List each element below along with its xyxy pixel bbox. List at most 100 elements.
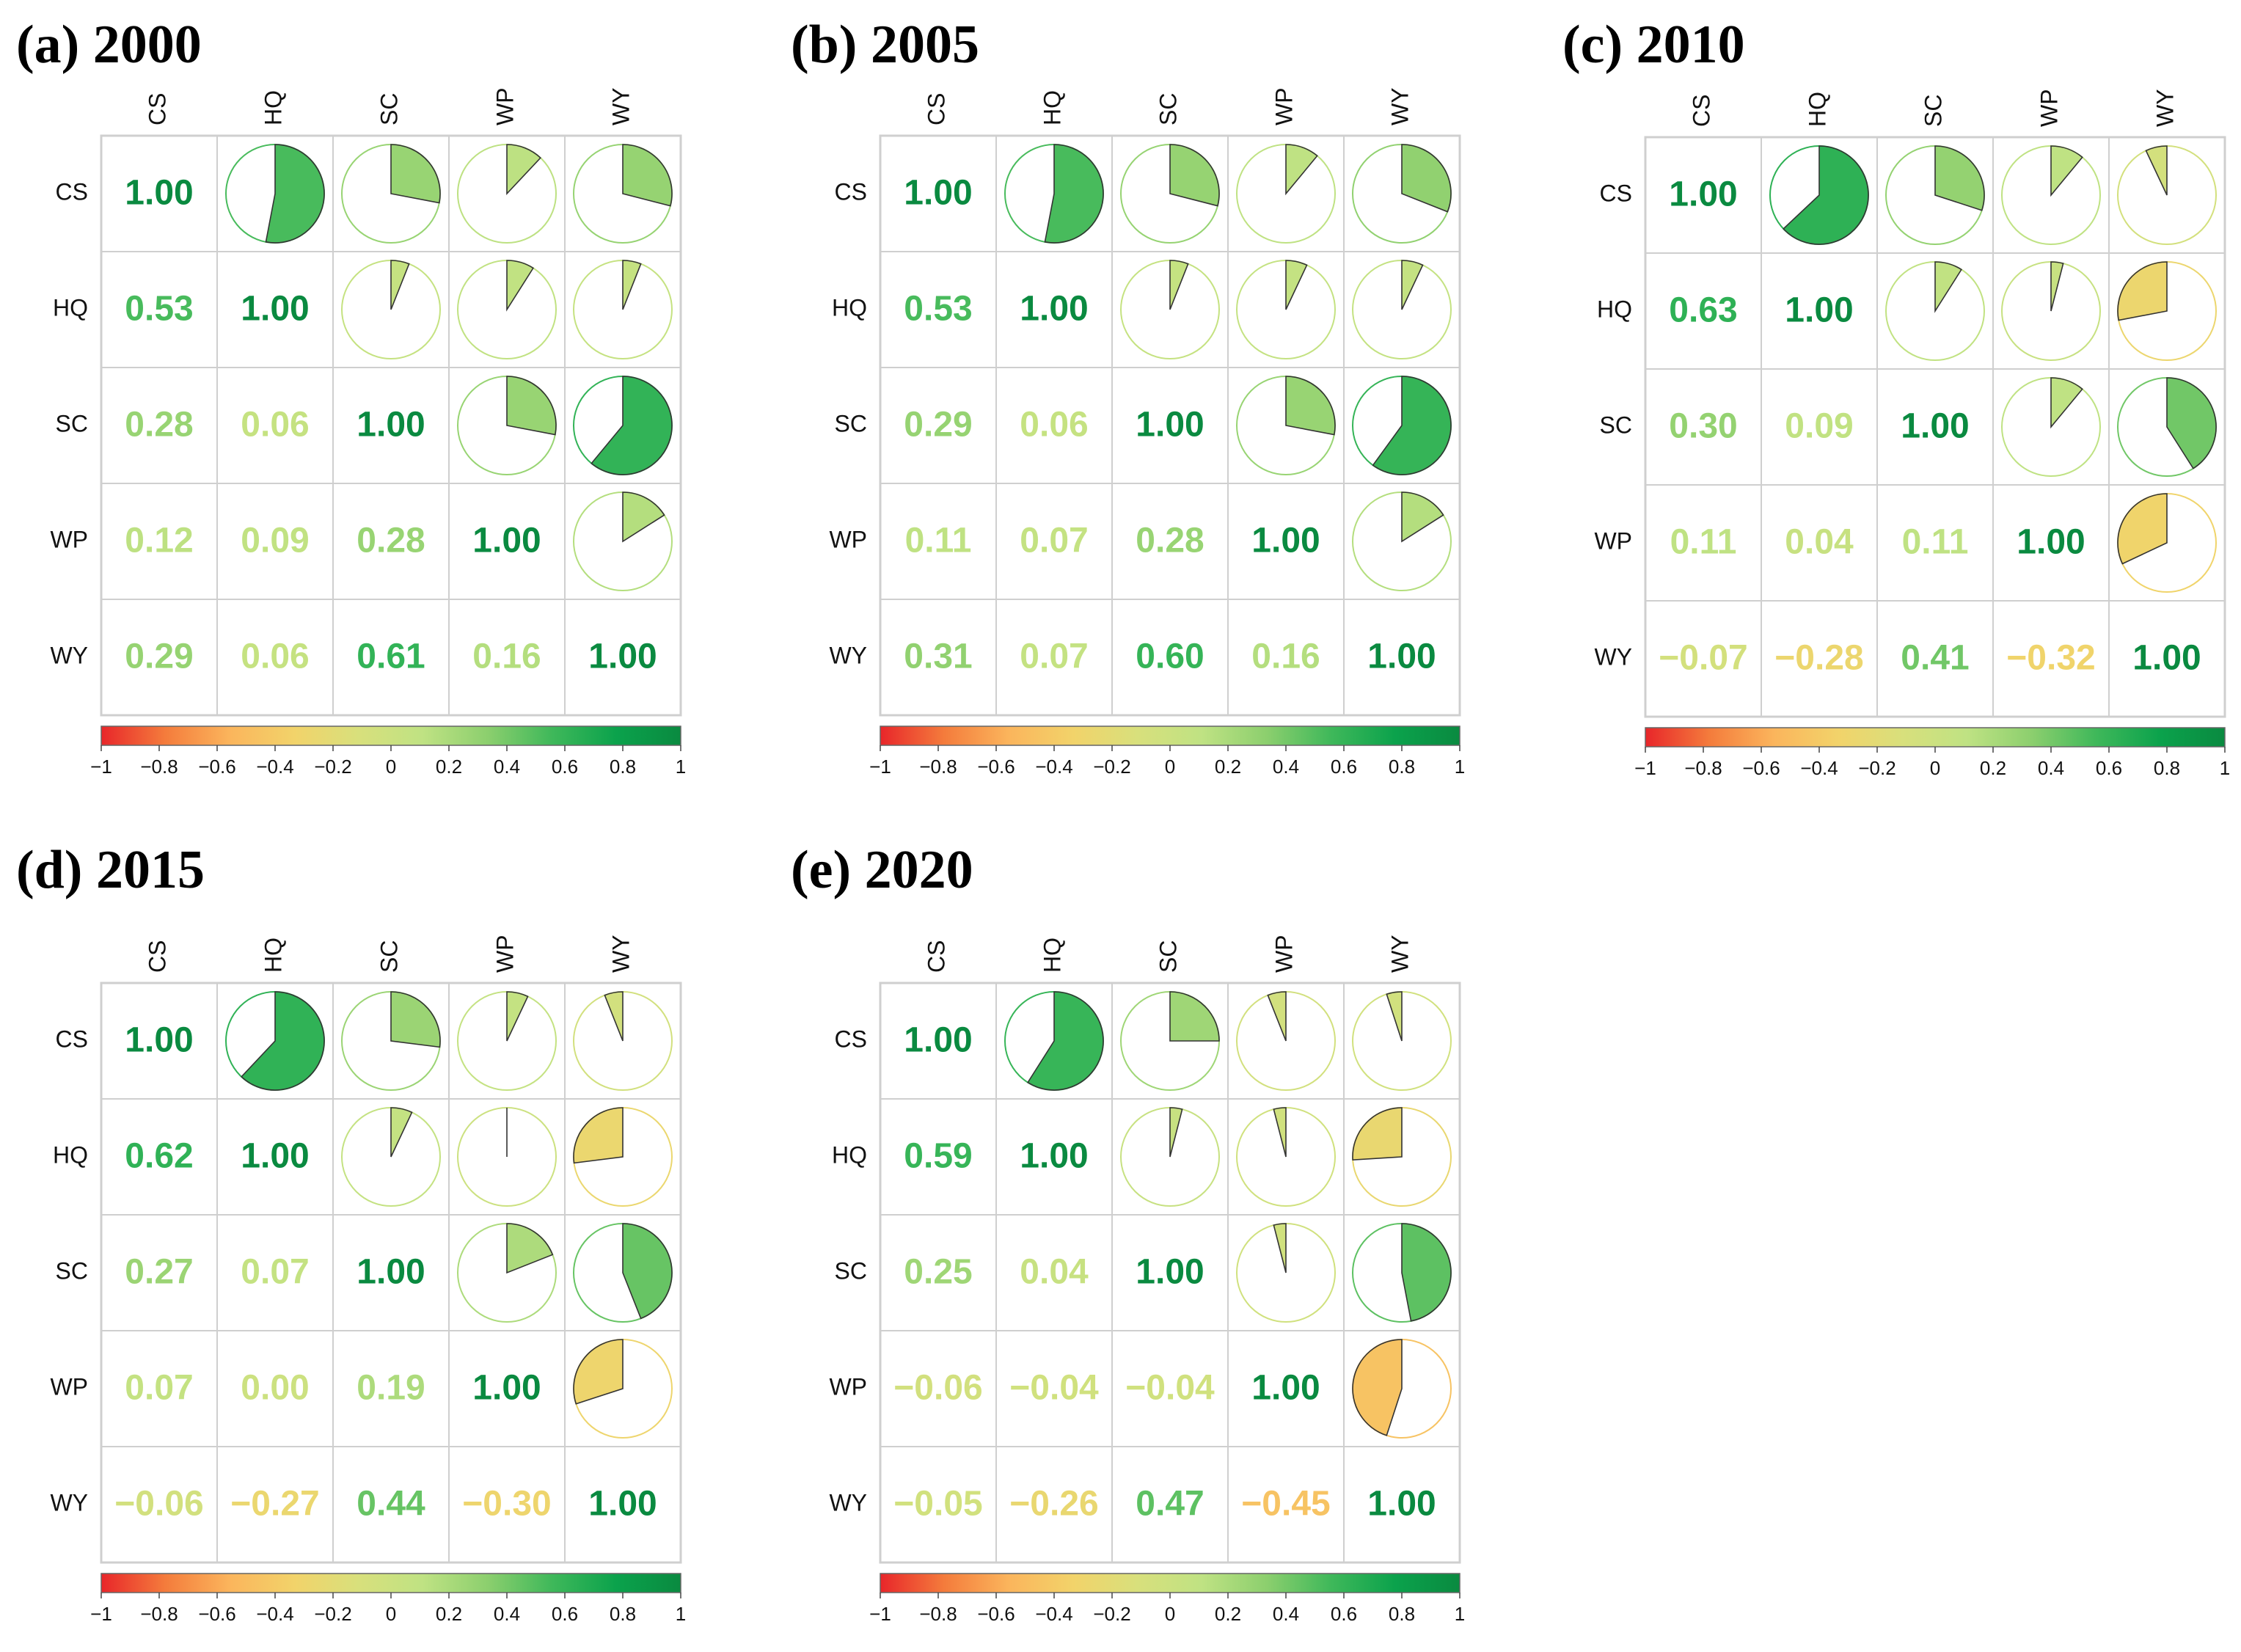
correlation-value: −0.04 <box>1125 1369 1215 1408</box>
row-label: WY <box>50 642 88 668</box>
pie-slice <box>506 991 529 1042</box>
row-label: CS <box>56 178 88 205</box>
correlation-value: 1.00 <box>472 1369 541 1408</box>
colorbar-tick-label: −0.8 <box>919 1603 957 1625</box>
pie-slice <box>1352 1339 1403 1436</box>
row-label: WP <box>1594 527 1632 554</box>
colorbar-tick-label: −0.2 <box>314 1603 351 1625</box>
correlation-value: −0.06 <box>893 1369 982 1408</box>
colorbar <box>100 726 681 746</box>
correlation-value: 0.11 <box>1670 523 1737 562</box>
pie-slice <box>265 144 325 244</box>
pie-slice <box>2166 377 2217 469</box>
correlation-value: 1.00 <box>1367 637 1436 676</box>
panel-title: (b) 2005 <box>791 15 979 75</box>
colorbar-tick-label: 0.8 <box>1389 1603 1415 1625</box>
correlation-value: 0.11 <box>1902 523 1969 562</box>
correlation-value: 1.00 <box>1136 406 1204 445</box>
correlation-value: 1.00 <box>357 1253 425 1292</box>
colorbar-tick-label: 0 <box>1930 757 1940 779</box>
column-label: SC <box>376 93 402 125</box>
column-label: WY <box>1386 935 1413 973</box>
pie-slice <box>1169 144 1220 207</box>
colorbar-tick-label: 0.4 <box>2038 757 2064 779</box>
row-label: WP <box>50 1373 88 1400</box>
correlation-value: 0.16 <box>1251 637 1320 676</box>
colorbar-tick-label: 0.2 <box>1980 757 2006 779</box>
pie-slice <box>1783 145 1869 245</box>
colorbar-tick-label: 0.6 <box>2096 757 2122 779</box>
row-label: CS <box>56 1026 88 1052</box>
pie-slice <box>1044 144 1104 244</box>
colorbar-tick-label: 0.2 <box>436 1603 462 1625</box>
pie-slice <box>2117 261 2168 321</box>
colorbar-tick-label: 0.8 <box>2154 757 2180 779</box>
colorbar-tick-label: 1 <box>1455 756 1465 778</box>
column-label: HQ <box>1039 938 1065 973</box>
colorbar-tick-label: 0 <box>1165 756 1175 778</box>
correlation-value: 1.00 <box>1785 291 1853 330</box>
correlation-value: 0.12 <box>125 522 193 560</box>
correlation-value: −0.28 <box>1774 639 1863 678</box>
row-label: WY <box>1594 643 1632 670</box>
column-label: CS <box>144 93 170 125</box>
colorbar-tick-label: −0.6 <box>977 756 1015 778</box>
row-label: SC <box>835 410 867 436</box>
row-label: HQ <box>53 294 88 321</box>
correlation-value: −0.04 <box>1009 1369 1099 1408</box>
pie-slice <box>604 991 624 1042</box>
correlation-value: 1.00 <box>1251 1369 1320 1408</box>
colorbar-tick-label: 0.8 <box>610 1603 636 1625</box>
pie-slice <box>1372 376 1452 475</box>
correlation-value: 0.11 <box>905 522 972 560</box>
correlation-value: 0.09 <box>241 522 309 560</box>
column-label: CS <box>923 940 949 973</box>
correlation-value: 1.00 <box>2132 639 2201 678</box>
colorbar-tick-label: 1 <box>1455 1603 1465 1625</box>
colorbar-tick-label: −0.4 <box>256 1603 293 1625</box>
pie-slice <box>1352 1107 1403 1161</box>
correlation-value: 0.53 <box>125 290 193 329</box>
correlation-value: 0.61 <box>357 637 425 676</box>
colorbar-tick-label: 0 <box>386 1603 396 1625</box>
pie-slice <box>1026 991 1104 1091</box>
colorbar <box>100 1573 681 1593</box>
column-label: SC <box>1920 95 1946 127</box>
colorbar-tick-label: −0.4 <box>1035 1603 1072 1625</box>
colorbar-tick-label: 0.8 <box>1389 756 1415 778</box>
row-label: WP <box>829 1373 867 1400</box>
correlation-value: 1.00 <box>1020 1137 1088 1176</box>
pie-slice <box>1169 260 1189 310</box>
correlation-value: 1.00 <box>472 522 541 560</box>
colorbar-tick-label: 0.4 <box>494 1603 520 1625</box>
colorbar-tick-label: −1 <box>1634 757 1656 779</box>
pie-slice <box>1169 1107 1183 1158</box>
panels: (a) 2000 CS CS HQ HQ SC SC WP WP WY WY 1.00 0.53 1.00… <box>16 15 2230 1625</box>
pie-slice <box>2050 261 2064 312</box>
pie-slice <box>1401 144 1452 213</box>
pie-slice <box>622 1223 673 1320</box>
correlation-value: 0.44 <box>357 1485 425 1524</box>
colorbar-tick-label: −0.6 <box>1742 757 1780 779</box>
colorbar <box>1645 727 2226 748</box>
colorbar-tick-label: 1 <box>676 756 686 778</box>
correlation-value: 0.09 <box>1785 407 1853 446</box>
colorbar-tick-label: 0 <box>1165 1603 1175 1625</box>
correlation-value: 0.19 <box>357 1369 425 1408</box>
pie-slice <box>506 1223 554 1274</box>
colorbar-tick-label: 0.6 <box>552 756 578 778</box>
correlation-value: 0.28 <box>357 522 425 560</box>
pie-slice <box>622 491 665 543</box>
colorbar-tick-label: −0.4 <box>1035 756 1072 778</box>
colorbar-tick-label: 0.6 <box>1331 756 1357 778</box>
row-label: WY <box>829 1489 867 1516</box>
correlation-value: 1.00 <box>904 174 972 213</box>
correlation-value: 1.00 <box>1251 522 1320 560</box>
column-label: WY <box>2152 89 2178 127</box>
pie-slice <box>390 144 441 204</box>
pie-slice <box>591 376 673 475</box>
row-label: CS <box>1600 180 1632 206</box>
correlation-value: 1.00 <box>1367 1485 1436 1524</box>
correlation-value: 0.28 <box>1136 522 1204 560</box>
colorbar-tick-label: 0.8 <box>610 756 636 778</box>
